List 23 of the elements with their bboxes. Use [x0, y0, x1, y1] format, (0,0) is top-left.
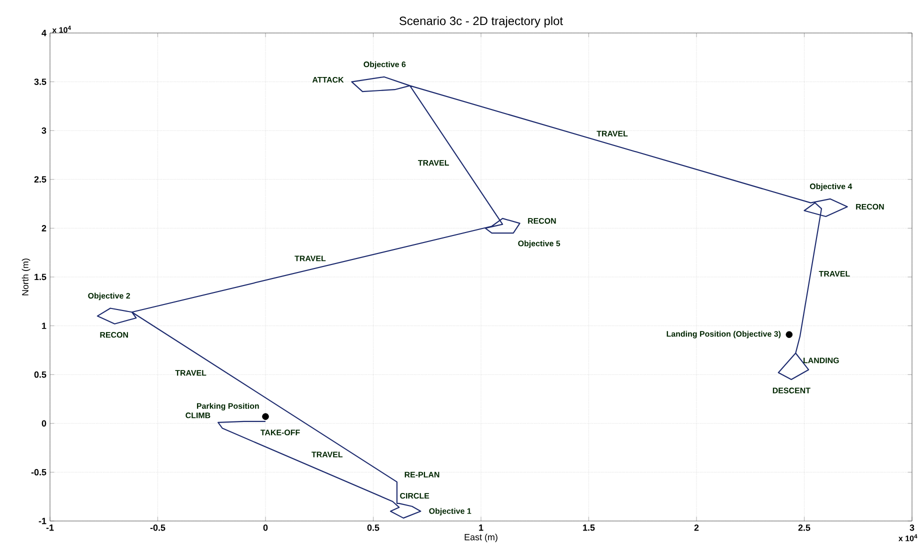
- x-tick-label: 2.5: [798, 524, 810, 531]
- x-tick-label: 3: [910, 524, 914, 531]
- x-tick-label: 0: [263, 524, 268, 531]
- x-tick-label: -0.5: [150, 524, 166, 531]
- y-tick-label: 1: [42, 322, 46, 329]
- x-tick-label: 1: [479, 524, 484, 531]
- y-tick-label: -1: [38, 518, 46, 524]
- y-tick-label: 3.5: [34, 78, 46, 85]
- x-tick-label: 1.5: [583, 524, 595, 531]
- x-tick-label: 2: [694, 524, 699, 531]
- y-tick-label: 4: [42, 30, 46, 36]
- y-tick-label: 2.5: [34, 176, 46, 183]
- y-tick-label: 0.5: [34, 371, 46, 378]
- y-tick-label: 2: [42, 225, 46, 232]
- y-tick-label: 0: [42, 420, 46, 427]
- y-tick-label: 1.5: [34, 274, 46, 280]
- y-tick-label: 3: [42, 127, 46, 134]
- y-tick-label: -0.5: [31, 469, 46, 476]
- x-tick-label: 0.5: [367, 524, 380, 531]
- chart-title: Scenario 3c - 2D trajectory plot: [399, 16, 563, 28]
- x-axis-title: East (m): [464, 534, 498, 542]
- x-tick-label: -1: [46, 524, 54, 531]
- y-axis-title: North (m): [22, 258, 30, 296]
